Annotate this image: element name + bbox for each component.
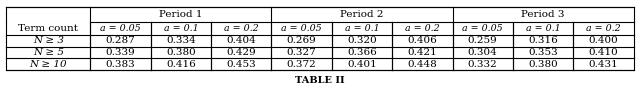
Text: 0.401: 0.401: [347, 60, 377, 69]
Text: 0.383: 0.383: [106, 60, 136, 69]
Text: 0.259: 0.259: [468, 36, 497, 45]
Text: 0.448: 0.448: [408, 60, 437, 69]
Text: 0.334: 0.334: [166, 36, 196, 45]
Text: 0.353: 0.353: [528, 48, 558, 57]
Text: 0.431: 0.431: [589, 60, 618, 69]
Text: 0.372: 0.372: [287, 60, 317, 69]
Text: 0.332: 0.332: [468, 60, 497, 69]
Text: 0.339: 0.339: [106, 48, 136, 57]
Text: Period 3: Period 3: [522, 10, 565, 19]
Text: N ≥ 3: N ≥ 3: [33, 36, 64, 45]
Text: 0.404: 0.404: [227, 36, 256, 45]
Text: 0.410: 0.410: [589, 48, 618, 57]
Text: a = 0.1: a = 0.1: [525, 24, 561, 33]
Text: TABLE II: TABLE II: [295, 76, 345, 85]
Text: a = 0.2: a = 0.2: [224, 24, 259, 33]
Text: N ≥ 10: N ≥ 10: [29, 60, 67, 69]
Text: 0.421: 0.421: [408, 48, 437, 57]
Text: 0.406: 0.406: [408, 36, 437, 45]
Text: 0.429: 0.429: [227, 48, 256, 57]
Text: 0.453: 0.453: [227, 60, 256, 69]
Text: Period 1: Period 1: [159, 10, 203, 19]
Text: Term count: Term count: [19, 24, 79, 33]
Text: 0.327: 0.327: [287, 48, 317, 57]
Text: 0.316: 0.316: [528, 36, 558, 45]
Text: 0.269: 0.269: [287, 36, 317, 45]
Text: a = 0.05: a = 0.05: [462, 24, 503, 33]
Text: a = 0.05: a = 0.05: [282, 24, 322, 33]
Text: 0.366: 0.366: [347, 48, 377, 57]
Text: 0.380: 0.380: [528, 60, 558, 69]
Text: a = 0.2: a = 0.2: [405, 24, 440, 33]
Text: 0.320: 0.320: [347, 36, 377, 45]
Text: 0.416: 0.416: [166, 60, 196, 69]
Text: 0.400: 0.400: [589, 36, 618, 45]
Text: a = 0.2: a = 0.2: [586, 24, 621, 33]
Text: a = 0.1: a = 0.1: [164, 24, 198, 33]
Text: N ≥ 5: N ≥ 5: [33, 48, 64, 57]
Text: Period 2: Period 2: [340, 10, 384, 19]
Text: 0.380: 0.380: [166, 48, 196, 57]
Text: a = 0.1: a = 0.1: [345, 24, 380, 33]
Text: 0.304: 0.304: [468, 48, 497, 57]
Text: a = 0.05: a = 0.05: [100, 24, 141, 33]
Text: 0.287: 0.287: [106, 36, 136, 45]
